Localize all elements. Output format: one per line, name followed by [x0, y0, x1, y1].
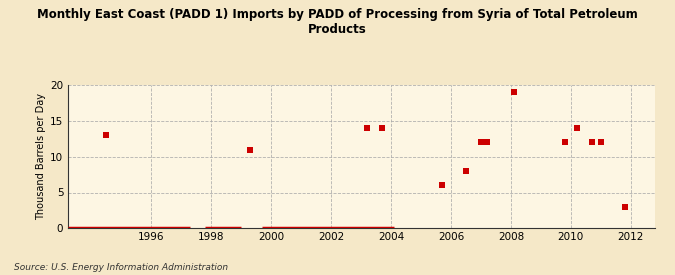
Point	[460, 169, 471, 173]
Point	[481, 140, 492, 145]
Point	[587, 140, 597, 145]
Point	[560, 140, 570, 145]
Text: Monthly East Coast (PADD 1) Imports by PADD of Processing from Syria of Total Pe: Monthly East Coast (PADD 1) Imports by P…	[37, 8, 638, 36]
Point	[245, 147, 256, 152]
Point	[377, 126, 387, 130]
Point	[572, 126, 583, 130]
Point	[362, 126, 373, 130]
Point	[476, 140, 487, 145]
Text: Source: U.S. Energy Information Administration: Source: U.S. Energy Information Administ…	[14, 263, 227, 272]
Y-axis label: Thousand Barrels per Day: Thousand Barrels per Day	[36, 93, 46, 220]
Point	[437, 183, 448, 188]
Point	[595, 140, 606, 145]
Point	[620, 205, 630, 209]
Point	[508, 90, 519, 95]
Point	[101, 133, 112, 138]
